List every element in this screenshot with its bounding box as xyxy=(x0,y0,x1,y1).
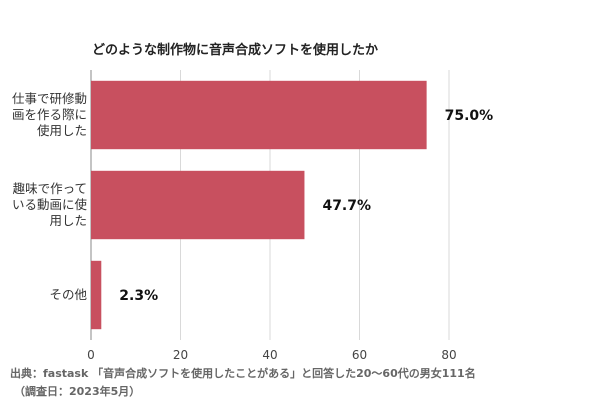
category-label: 趣味で作っている動画に使用した xyxy=(12,181,88,228)
data-labels: 75.0% 47.7% 2.3% xyxy=(119,108,493,304)
chart-title: どのような制作物に音声合成ソフトを使用したか xyxy=(92,42,378,58)
category-label: 仕事で研修動画を作る際に使用した xyxy=(12,91,87,138)
bar xyxy=(91,260,102,330)
data-label: 2.3% xyxy=(119,288,158,304)
source-note: 出典：fastask 「音声合成ソフトを使用したことがある」と回答した20〜60… xyxy=(10,367,476,380)
data-label: 47.7% xyxy=(322,198,371,214)
bar xyxy=(91,80,427,150)
x-tick-labels: 0 20 40 60 80 xyxy=(87,348,456,362)
bars xyxy=(91,80,427,330)
x-tick-label: 80 xyxy=(441,348,456,362)
category-label: その他 xyxy=(49,287,87,302)
x-tick-label: 40 xyxy=(262,348,277,362)
bar xyxy=(91,170,305,240)
x-tick-label: 60 xyxy=(352,348,367,362)
x-tick-label: 20 xyxy=(173,348,188,362)
data-label: 75.0% xyxy=(445,108,494,124)
x-tick-label: 0 xyxy=(87,348,95,362)
survey-date-note: （調査日：2023年5月） xyxy=(14,385,141,398)
